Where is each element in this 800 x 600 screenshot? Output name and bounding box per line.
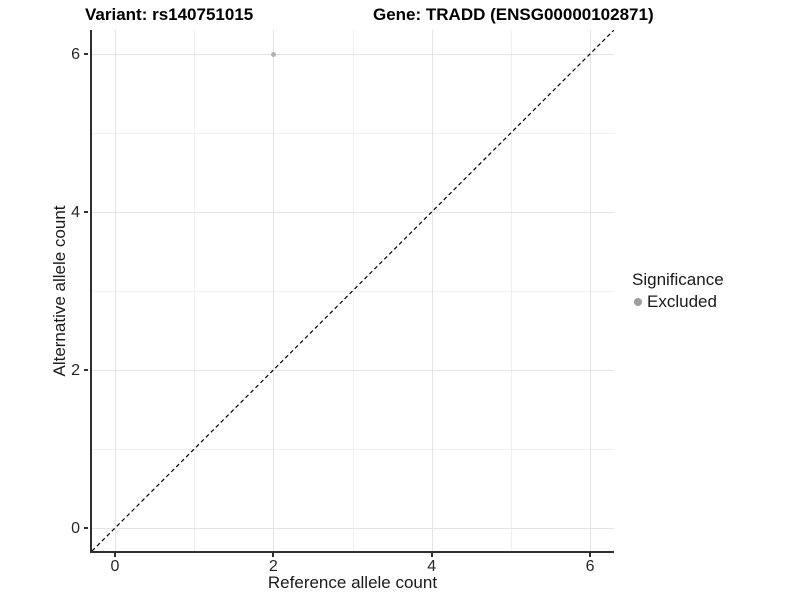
y-tick-label: 2 — [71, 362, 80, 379]
gridline-major-horizontal — [92, 528, 614, 529]
gridline-major-horizontal — [92, 54, 614, 55]
gridline-minor-horizontal — [92, 291, 614, 292]
gridline-major-horizontal — [92, 370, 614, 371]
x-tick-mark — [430, 553, 433, 557]
x-tick-mark — [589, 553, 592, 557]
y-tick-label: 6 — [71, 46, 80, 63]
legend-entry-label: Excluded — [647, 292, 717, 311]
data-point — [270, 51, 276, 57]
legend-marker-circle-icon — [634, 298, 642, 306]
y-axis-title: Alternative allele count — [50, 205, 69, 377]
x-tick-label: 6 — [585, 558, 595, 575]
x-axis-title: Reference allele count — [267, 573, 438, 592]
gridline-major-vertical — [273, 30, 275, 551]
gridline-major-vertical — [590, 30, 592, 551]
variant-title: Variant: rs140751015 — [85, 5, 254, 24]
x-tick-label: 2 — [268, 558, 278, 575]
legend: Significance Excluded — [632, 270, 724, 312]
x-tick-mark — [114, 553, 116, 557]
y-tick-mark — [84, 527, 88, 529]
x-tick-label: 4 — [427, 558, 437, 575]
gridline-major-vertical — [431, 30, 433, 551]
y-tick-label: 4 — [71, 204, 80, 221]
legend-title: Significance — [632, 270, 724, 289]
y-tick-label: 0 — [71, 520, 80, 537]
plot-panel — [90, 30, 614, 553]
gridline-minor-vertical — [510, 30, 512, 551]
legend-entry: Excluded — [632, 292, 724, 312]
identity-dashed-line — [92, 30, 614, 551]
gridline-minor-vertical — [352, 30, 354, 551]
y-tick-mark — [84, 211, 88, 213]
gridline-minor-vertical — [194, 30, 196, 551]
gridline-major-horizontal — [92, 212, 614, 213]
x-tick-mark — [272, 553, 275, 557]
gene-title: Gene: TRADD (ENSG00000102871) — [373, 5, 654, 24]
gridline-minor-horizontal — [92, 133, 614, 134]
y-tick-mark — [84, 53, 88, 55]
y-tick-mark — [84, 369, 88, 371]
gridline-major-vertical — [115, 30, 116, 551]
x-tick-label: 0 — [110, 558, 120, 575]
